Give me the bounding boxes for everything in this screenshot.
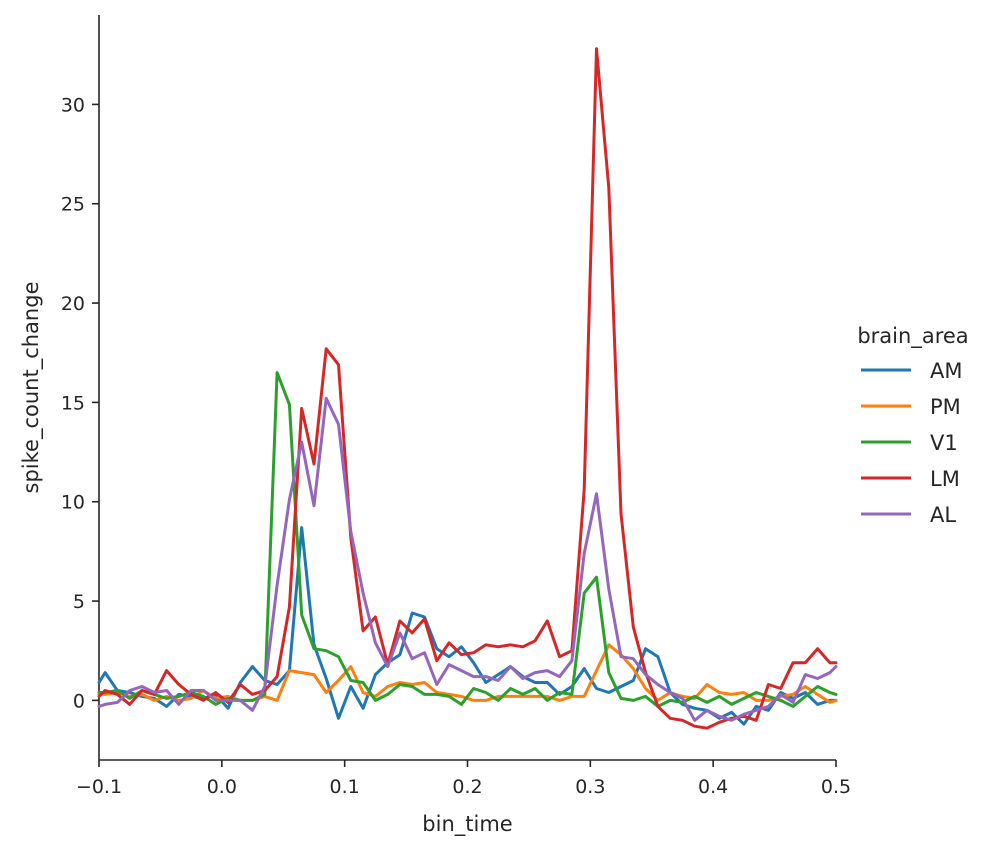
legend-label-pm: PM <box>930 395 961 419</box>
legend: brain_area AM PM V1 LM AL <box>857 324 968 527</box>
legend-items: AM PM V1 LM AL <box>861 359 962 527</box>
y-axis-label: spike_count_change <box>19 282 44 494</box>
x-tick-label: 0.4 <box>698 776 728 798</box>
legend-label-lm: LM <box>930 467 960 491</box>
x-ticks: −0.1 0.0 0.1 0.2 0.3 0.4 0.5 <box>76 760 851 798</box>
y-tick-label: 20 <box>61 293 85 315</box>
y-tick-label: 0 <box>73 690 85 712</box>
x-tick-label: 0.2 <box>452 776 482 798</box>
x-axis-label: bin_time <box>422 812 512 837</box>
y-tick-label: 30 <box>61 94 85 116</box>
y-tick-label: 25 <box>61 194 85 216</box>
x-tick-label: 0.3 <box>575 776 605 798</box>
y-ticks: 0 5 10 15 20 25 30 <box>61 94 99 712</box>
series-line-lm <box>97 47 838 730</box>
legend-label-al: AL <box>930 503 956 527</box>
plot-lines <box>97 47 838 730</box>
series-line-al <box>97 396 838 722</box>
x-tick-label: 0.0 <box>207 776 237 798</box>
x-tick-label: 0.1 <box>330 776 360 798</box>
legend-label-v1: V1 <box>930 431 958 455</box>
legend-label-am: AM <box>930 359 962 383</box>
y-tick-label: 10 <box>61 492 85 514</box>
axes: −0.1 0.0 0.1 0.2 0.3 0.4 0.5 0 5 10 15 20 25 30 <box>61 15 851 798</box>
series-line-v1 <box>97 371 838 708</box>
y-tick-label: 15 <box>61 392 85 414</box>
y-tick-label: 5 <box>73 591 85 613</box>
legend-title: brain_area <box>857 324 968 349</box>
x-tick-label: 0.5 <box>821 776 851 798</box>
x-tick-label: −0.1 <box>76 776 122 798</box>
